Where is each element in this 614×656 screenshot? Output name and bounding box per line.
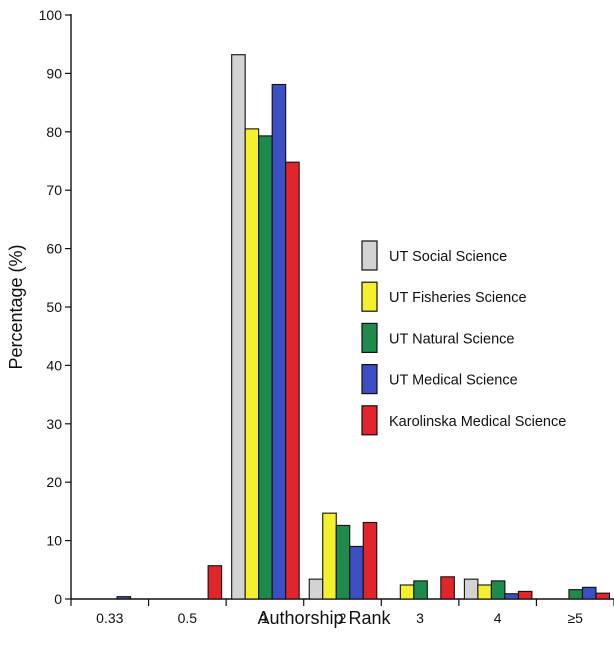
y-tick-label: 60 (46, 241, 62, 257)
x-tick-label: ≥5 (567, 610, 583, 626)
bar (504, 593, 519, 600)
bar (440, 576, 455, 600)
bar (116, 596, 132, 600)
bar (568, 589, 584, 600)
bar (231, 54, 246, 600)
legend-swatch (361, 364, 378, 395)
y-tick-label: 20 (46, 474, 62, 490)
y-tick-label: 40 (46, 357, 62, 373)
bar (490, 580, 506, 600)
bar (335, 524, 351, 600)
legend-swatch (361, 405, 378, 436)
y-tick-label: 100 (39, 7, 63, 23)
bar (517, 590, 533, 600)
legend-label: Karolinska Medical Science (389, 414, 566, 430)
legend-item: UT Natural Science (361, 322, 514, 353)
y-axis-label: Percentage (%) (6, 244, 26, 369)
y-tick-label: 10 (46, 533, 62, 549)
legend: UT Social Science UT Fisheries Science UT … (361, 240, 566, 436)
x-tick-label: 3 (416, 610, 424, 626)
legend-item: UT Social Science (361, 240, 507, 271)
bar (322, 512, 337, 600)
y-tick-label: 30 (46, 416, 62, 432)
bar (477, 584, 492, 600)
y-tick-label: 90 (46, 65, 62, 81)
bar (362, 521, 378, 600)
bar (581, 586, 597, 600)
legend-label: UT Social Science (389, 249, 507, 265)
x-tick-label: 0.33 (96, 610, 123, 626)
bar (308, 578, 324, 600)
y-tick-label: 50 (46, 299, 62, 315)
bar (349, 545, 364, 600)
x-tick-label: 0.5 (178, 610, 198, 626)
x-tick-label: 2 (339, 610, 347, 626)
bar (244, 128, 260, 600)
legend-label: UT Natural Science (389, 331, 514, 347)
bar (413, 580, 428, 600)
legend-swatch (361, 281, 378, 312)
bar (285, 161, 300, 600)
bar (399, 584, 415, 600)
bar (595, 592, 611, 600)
x-axis-label: Authorship Rank (257, 608, 391, 628)
legend-item: Karolinska Medical Science (361, 405, 566, 436)
y-tick-label: 70 (46, 182, 62, 198)
legend-swatch (361, 240, 378, 271)
bar (207, 565, 223, 600)
x-tick-label: 1 (261, 610, 269, 626)
y-axis: 0 10 20 30 40 50 60 70 80 90 100 (39, 7, 72, 607)
x-tick-label: 4 (494, 610, 502, 626)
legend-item: UT Medical Science (361, 364, 518, 395)
legend-label: UT Fisheries Science (389, 290, 527, 306)
bar (271, 83, 287, 600)
legend-swatch (361, 322, 378, 353)
legend-label: UT Medical Science (389, 373, 518, 389)
legend-item: UT Fisheries Science (361, 281, 527, 312)
bars (116, 54, 611, 600)
y-tick-label: 0 (54, 591, 62, 607)
bar (463, 578, 479, 600)
y-tick-label: 80 (46, 124, 62, 140)
bar (258, 135, 273, 600)
